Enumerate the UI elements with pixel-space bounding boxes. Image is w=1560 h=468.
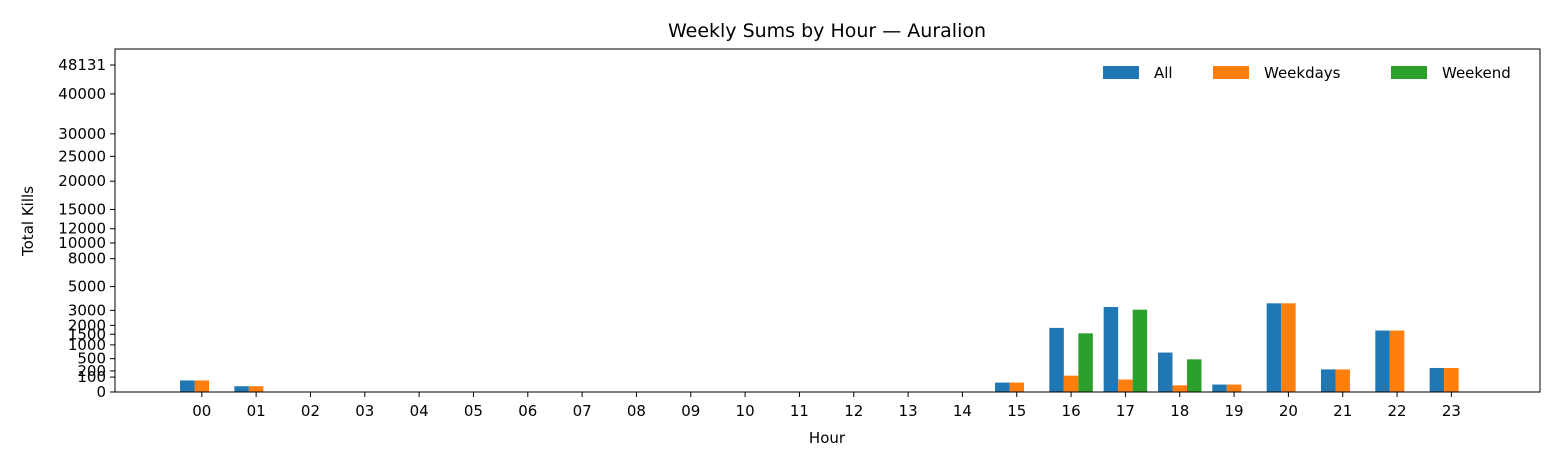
chart-title: Weekly Sums by Hour — Auralion [668,20,986,42]
bar-all-21 [1320,369,1336,392]
y-tick-label: 2000 [68,316,106,334]
x-tick-label: 18 [1170,402,1189,420]
bar-all-00 [180,380,195,392]
y-tick-label: 40000 [58,85,106,103]
bar-weekdays-22 [1389,330,1405,392]
y-tick-label: 12000 [58,220,106,238]
bar-all-19 [1212,384,1227,392]
y-tick-label: 10000 [58,234,106,252]
bar-weekdays-15 [1009,382,1024,392]
x-tick-label: 05 [464,402,483,420]
plot-frame [114,48,1541,393]
y-tick-label: 30000 [58,125,106,143]
x-tick-label: 09 [681,402,700,420]
y-tick-label: 5000 [68,278,106,296]
x-axis-label: Hour [809,429,846,447]
legend: All Weekdays Weekend [1103,64,1511,82]
bar-weekdays-17 [1118,379,1133,392]
x-tick-label: 20 [1279,402,1298,420]
x-tick-label: 14 [953,402,972,420]
y-tick-label: 100 [77,368,106,386]
y-tick-label: 15000 [58,200,106,218]
x-tick-label: 00 [192,402,211,420]
x-tick-label: 06 [518,402,537,420]
bar-all-22 [1375,330,1390,392]
x-tick-label: 02 [301,402,320,420]
legend-label-all: All [1154,64,1173,82]
bar-group [180,303,1459,392]
bar-weekdays-19 [1226,384,1242,392]
bar-weekdays-00 [194,380,210,392]
x-tick-label: 10 [736,402,755,420]
y-tick-label: 3000 [68,301,106,319]
bar-all-16 [1049,327,1064,392]
x-tick-label: 12 [844,402,863,420]
x-tick-label: 16 [1062,402,1081,420]
bar-weekend-17 [1132,309,1148,392]
legend-swatch-all [1103,66,1139,79]
x-tick-label: 19 [1225,402,1244,420]
x-tick-label: 11 [790,402,809,420]
x-tick-label: 13 [899,402,918,420]
y-axis-label: Total Kills [19,186,37,257]
bar-weekdays-18 [1172,385,1187,392]
y-tick-label: 500 [77,350,106,368]
x-tick-label: 23 [1442,402,1461,420]
x-tick-label: 21 [1333,402,1352,420]
y-tick-label: 1000 [68,336,106,354]
x-tick-label: 15 [1007,402,1026,420]
y-tick-label: 1500 [68,325,106,343]
y-tick-label: 48131 [58,56,106,74]
x-axis: 00 01 02 03 04 05 06 07 08 09 10 11 12 13 14 15 16 17 18 19… [192,392,1461,420]
bar-all-20 [1266,303,1282,392]
y-tick-label: 0 [96,383,106,401]
bar-all-17 [1103,307,1119,392]
x-tick-label: 03 [355,402,374,420]
x-tick-label: 04 [410,402,429,420]
legend-label-weekend: Weekend [1442,64,1511,82]
legend-swatch-weekend [1391,66,1427,79]
y-tick-label: 8000 [68,250,106,268]
bar-weekdays-16 [1063,375,1079,392]
bar-all-23 [1429,367,1445,392]
x-tick-label: 08 [627,402,646,420]
legend-label-weekdays: Weekdays [1264,64,1341,82]
bar-weekdays-23 [1444,367,1459,392]
bar-all-01 [234,386,249,392]
x-tick-label: 01 [247,402,266,420]
bar-weekdays-20 [1281,303,1296,392]
bar-weekdays-21 [1335,369,1350,392]
y-tick-label: 200 [77,362,106,380]
bar-weekend-16 [1078,333,1093,392]
bar-all-18 [1157,352,1173,392]
bar-all-15 [995,382,1010,392]
y-axis: 0100200500100015002000300050008000100001… [58,56,115,401]
bar-weekdays-01 [248,386,264,392]
legend-swatch-weekdays [1213,66,1249,79]
bar-weekend-18 [1186,359,1202,392]
x-tick-label: 22 [1388,402,1407,420]
x-tick-label: 07 [573,402,592,420]
y-tick-label: 25000 [58,147,106,165]
y-tick-label: 20000 [58,172,106,190]
x-tick-label: 17 [1116,402,1135,420]
